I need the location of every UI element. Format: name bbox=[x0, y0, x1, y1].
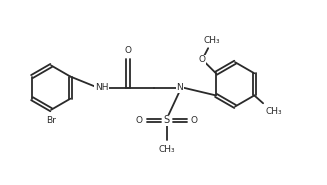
Text: CH₃: CH₃ bbox=[203, 36, 220, 45]
Text: CH₃: CH₃ bbox=[159, 145, 175, 154]
Text: O: O bbox=[191, 116, 198, 125]
Text: CH₃: CH₃ bbox=[266, 107, 282, 115]
Text: N: N bbox=[176, 83, 183, 92]
Text: NH: NH bbox=[95, 83, 108, 92]
Text: O: O bbox=[199, 55, 206, 64]
Text: O: O bbox=[136, 116, 143, 125]
Text: O: O bbox=[124, 46, 131, 55]
Text: S: S bbox=[164, 115, 170, 125]
Text: Br: Br bbox=[46, 116, 56, 125]
